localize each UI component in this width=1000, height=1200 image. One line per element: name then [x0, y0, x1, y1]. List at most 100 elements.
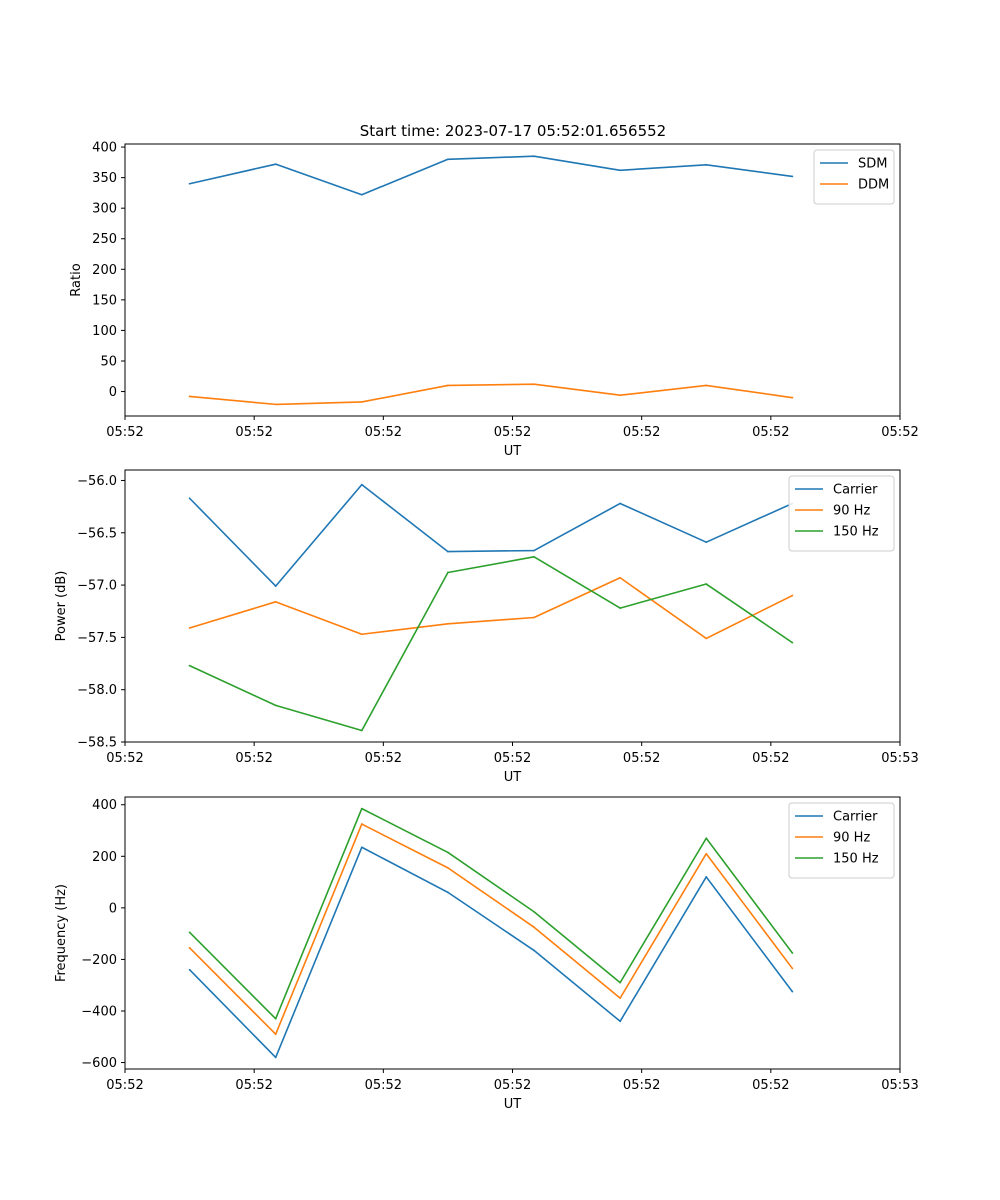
- x-tick-label: 05:52: [752, 425, 789, 440]
- y-tick-label: 0: [109, 385, 117, 400]
- x-tick-label: 05:52: [365, 1078, 402, 1093]
- legend-label: Carrier: [833, 810, 878, 825]
- data-point-ddm: [447, 384, 449, 387]
- x-tick-label: 05:52: [623, 425, 660, 440]
- x-tick-label: 05:52: [881, 425, 918, 440]
- y-tick-label: −56.5: [77, 526, 117, 541]
- y-tick-label: 150: [92, 293, 117, 308]
- series-line-90-hz: [189, 823, 793, 1035]
- x-tick-label: 05:52: [235, 751, 272, 766]
- legend-box: [788, 802, 895, 879]
- data-point-150-hz: [705, 837, 708, 840]
- y-tick-label: −57.0: [77, 579, 117, 594]
- x-tick-label: 05:53: [881, 751, 918, 766]
- x-tick-label: 05:52: [494, 1078, 531, 1093]
- data-point-ddm: [705, 384, 708, 387]
- legend-label: Carrier: [833, 483, 878, 498]
- legend-box: [788, 475, 895, 552]
- data-point-sdm: [533, 155, 535, 158]
- data-point-sdm: [705, 163, 708, 166]
- y-tick-label: −200: [81, 953, 117, 968]
- y-tick-label: 200: [92, 850, 117, 865]
- data-point-carrier: [360, 846, 363, 849]
- data-point-carrier: [705, 876, 708, 878]
- data-point-ddm: [360, 401, 363, 403]
- legend: SDM DDM: [813, 149, 895, 205]
- data-point-sdm: [791, 175, 794, 178]
- data-point-90-hz: [791, 967, 794, 970]
- data-point-carrier: [274, 585, 277, 588]
- data-point-90-hz: [619, 576, 622, 579]
- data-point-ddm: [274, 403, 277, 406]
- x-tick-label: 05:52: [235, 425, 272, 440]
- data-point-carrier: [188, 968, 191, 971]
- data-point-carrier: [447, 891, 449, 894]
- data-point-sdm: [360, 193, 363, 196]
- x-tick-label: 05:52: [365, 751, 402, 766]
- data-point-90-hz: [447, 622, 449, 625]
- series-line-90-hz: [189, 576, 793, 640]
- data-point-90-hz: [274, 1033, 277, 1036]
- data-point-150-hz: [188, 931, 191, 934]
- legend-label: SDM: [858, 157, 887, 172]
- data-point-ddm: [188, 395, 191, 398]
- data-point-90-hz: [188, 946, 191, 949]
- series-line-sdm: [189, 155, 793, 196]
- data-point-150-hz: [188, 664, 191, 667]
- data-point-150-hz: [791, 952, 794, 954]
- x-tick-label: 05:52: [494, 751, 531, 766]
- series-line-150-hz: [189, 807, 793, 1020]
- data-point-carrier: [533, 949, 535, 952]
- data-point-sdm: [619, 169, 622, 172]
- data-point-carrier: [533, 549, 535, 552]
- y-tick-label: 50: [100, 354, 117, 369]
- x-tick-label: 05:52: [106, 751, 143, 766]
- data-point-150-hz: [619, 981, 622, 984]
- data-point-carrier: [619, 1020, 622, 1023]
- data-point-ddm: [533, 383, 535, 386]
- figure-title: Start time: 2023-07-17 05:52:01.656552: [360, 122, 666, 140]
- data-point-sdm: [447, 158, 449, 161]
- x-tick-label: 05:52: [235, 1078, 272, 1093]
- y-axis-label: Power (dB): [54, 571, 69, 642]
- data-point-sdm: [188, 182, 191, 185]
- x-tick-label: 05:52: [623, 1078, 660, 1093]
- y-tick-label: 300: [92, 202, 117, 217]
- y-tick-label: −57.5: [77, 631, 117, 646]
- data-point-carrier: [791, 990, 794, 993]
- x-tick-label: 05:52: [106, 425, 143, 440]
- y-axis-label: Frequency (Hz): [54, 884, 69, 982]
- data-point-150-hz: [360, 729, 363, 732]
- x-tick-label: 05:52: [106, 1078, 143, 1093]
- x-axis-label: UT: [504, 444, 522, 459]
- data-point-carrier: [447, 550, 449, 553]
- y-tick-label: 250: [92, 232, 117, 247]
- y-tick-label: −58.5: [77, 736, 117, 751]
- data-point-90-hz: [274, 600, 277, 603]
- data-point-90-hz: [447, 867, 449, 869]
- data-point-carrier: [274, 1056, 277, 1059]
- legend: Carrier 90 Hz 150 Hz: [788, 475, 895, 552]
- x-tick-label: 05:52: [365, 425, 402, 440]
- legend-label: 90 Hz: [833, 831, 870, 846]
- data-point-150-hz: [791, 641, 794, 644]
- y-tick-label: −400: [81, 1004, 117, 1019]
- data-point-carrier: [619, 502, 622, 505]
- series-line-ddm: [189, 383, 793, 406]
- series-line-150-hz: [189, 556, 793, 732]
- data-point-150-hz: [447, 571, 449, 574]
- data-point-90-hz: [188, 627, 191, 629]
- data-point-carrier: [188, 497, 191, 500]
- chart-2: 05:52 05:52 05:52 05:52 05:52 05:52 05:53 −56.0…: [54, 469, 919, 785]
- legend-label: 150 Hz: [833, 525, 879, 540]
- data-point-90-hz: [705, 637, 708, 640]
- legend: Carrier 90 Hz 150 Hz: [788, 802, 895, 879]
- data-point-sdm: [274, 163, 277, 166]
- x-axis-label: UT: [504, 770, 522, 785]
- data-point-90-hz: [533, 926, 535, 929]
- legend-label: DDM: [858, 178, 889, 193]
- x-tick-label: 05:53: [881, 1078, 918, 1093]
- chart-1: 05:52 05:52 05:52 05:52 05:52 05:52 05:52 0 50 10…: [69, 141, 919, 459]
- data-point-150-hz: [619, 607, 622, 609]
- legend-label: 90 Hz: [833, 504, 870, 519]
